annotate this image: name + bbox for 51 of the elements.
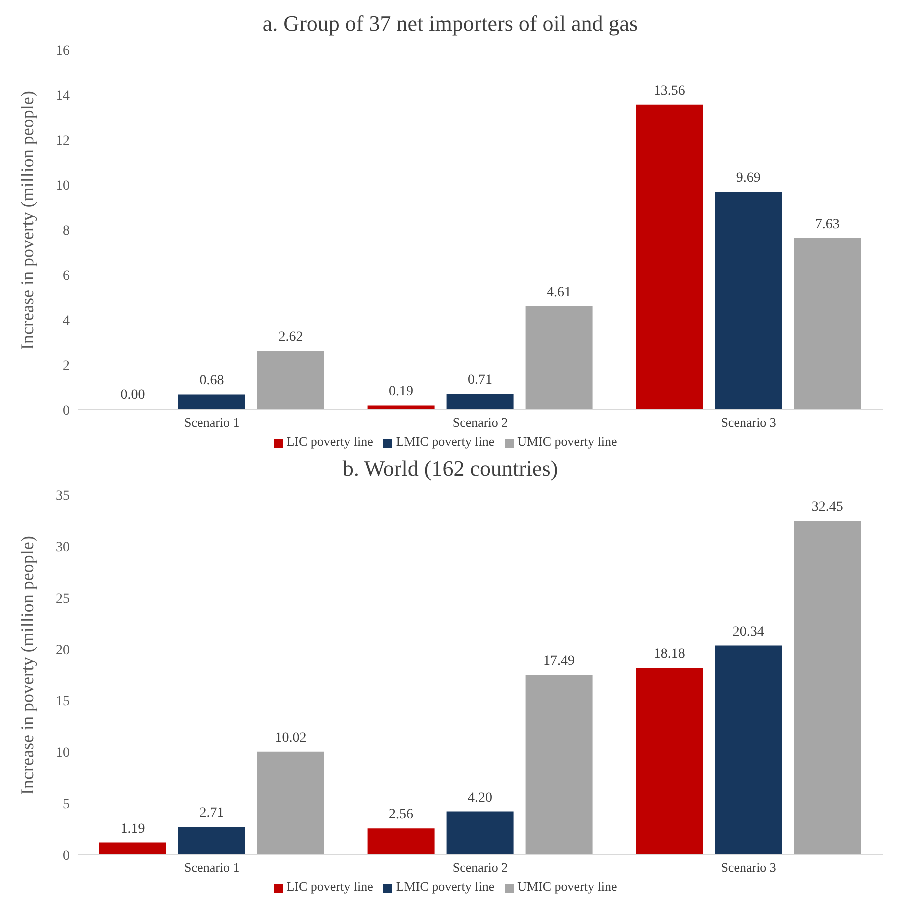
legend-label: LIC poverty line [286,879,374,894]
x-tick-label: Scenario 1 [184,415,240,430]
y-tick-label: 10 [56,746,70,762]
data-label: 0.19 [389,384,414,400]
data-label: 2.62 [278,330,304,346]
data-label: 0.71 [468,373,493,388]
data-label: 0.00 [120,388,146,403]
data-label: 20.34 [732,624,764,640]
data-label: 18.18 [654,647,686,662]
y-tick-label: 25 [56,592,70,607]
y-tick-label: 14 [56,88,70,104]
data-label: 32.45 [812,500,844,516]
x-tick-label: Scenario 2 [452,415,508,430]
y-tick-label: 6 [63,268,70,284]
data-label: 17.49 [544,654,576,670]
x-tick-label: Scenario 1 [184,860,240,876]
y-tick-label: 20 [56,643,70,658]
y-tick-label: 10 [56,178,70,194]
legend-label: LIC poverty line [286,434,374,449]
data-label: 2.56 [389,808,414,823]
chart-title: b. World (162 countries) [342,455,560,483]
x-tick-label: Scenario 3 [721,860,776,876]
y-tick-label: 15 [56,694,70,710]
y-tick-label: 4 [63,314,70,329]
y-tick-label: 5 [63,798,70,813]
data-label: 10.02 [275,730,307,746]
legend-label: LMIC poverty line [396,434,495,449]
data-label: 7.63 [815,217,840,232]
x-tick-label: Scenario 2 [452,860,508,876]
legend-label: UMIC poverty line [518,434,618,449]
y-tick-label: 16 [56,44,70,59]
y-tick-label: 0 [63,848,70,864]
y-tick-label: 0 [63,404,70,419]
y-tick-label: 12 [56,134,70,149]
data-label: 1.19 [120,822,146,837]
data-label: 0.68 [200,374,224,389]
x-tick-label: Scenario 3 [721,415,776,430]
legend-label: UMIC poverty line [518,879,618,894]
y-tick-label: 2 [63,358,70,374]
data-label: 4.20 [468,790,493,806]
data-label: 9.69 [736,170,761,186]
data-label: 4.61 [547,285,572,300]
y-tick-label: 30 [56,540,70,556]
legend-label: LMIC poverty line [396,879,495,894]
y-tick-label: 8 [63,224,70,239]
data-label: 13.56 [654,84,686,99]
y-axis-title: Increase in poverty (million people) [17,91,38,350]
data-label: 2.71 [200,806,224,822]
chart-title: a. Group of 37 net importers of oil and gas [262,10,640,38]
y-tick-label: 35 [56,488,70,504]
y-axis-title: Increase in poverty (million people) [17,536,38,795]
